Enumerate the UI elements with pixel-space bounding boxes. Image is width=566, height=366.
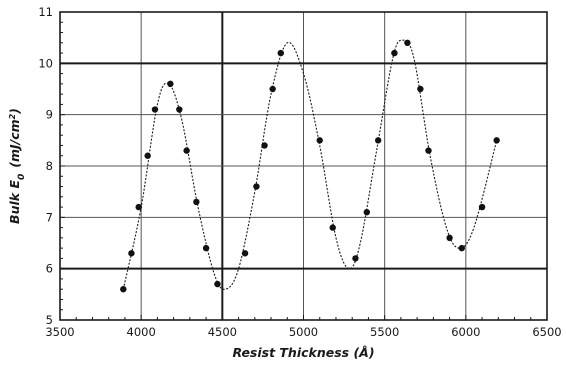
x-tick-label: 4500: [208, 325, 237, 339]
data-point: [167, 80, 174, 88]
y-axis-title: Bulk E0 (mJ/cm2): [7, 108, 27, 224]
axis-ticks: [59, 11, 548, 321]
data-point: [425, 147, 432, 154]
data-point: [316, 137, 323, 144]
data-point: [241, 250, 249, 257]
data-point: [329, 224, 336, 231]
y-tick-labels: 5 6 7 8 9 10 11: [38, 5, 53, 327]
data-point: [363, 209, 371, 216]
data-point: [214, 280, 221, 288]
data-point: [128, 250, 135, 257]
y-tick-label: 9: [46, 108, 53, 122]
data-point: [493, 137, 500, 144]
data-point: [202, 244, 210, 252]
data-point: [120, 286, 127, 293]
x-tick-label: 5500: [370, 325, 399, 339]
data-point: [269, 85, 276, 93]
data-point: [135, 203, 142, 211]
data-point: [478, 203, 486, 211]
data-point: [446, 234, 453, 242]
data-point: [352, 255, 359, 262]
fit-curve-layer: [122, 39, 498, 290]
y-tick-label: 8: [46, 159, 53, 173]
data-points: [120, 39, 500, 293]
data-point: [458, 244, 465, 252]
y-axis-title-unit-close: ): [7, 108, 22, 115]
data-point: [144, 152, 151, 159]
x-tick-label: 6500: [532, 325, 561, 339]
data-point: [176, 106, 183, 113]
data-point: [277, 49, 284, 57]
y-tick-label: 10: [38, 56, 53, 70]
fit-curve: [122, 39, 498, 290]
data-point: [193, 198, 200, 206]
y-axis-title-main: Bulk E: [7, 180, 22, 224]
grid-lines: [60, 12, 547, 320]
data-point: [151, 106, 159, 113]
x-tick-label: 6000: [451, 325, 480, 339]
x-tick-label: 4000: [127, 325, 156, 339]
x-tick-labels: 3500 4000 4500 5000 5500 6000 6500: [45, 325, 561, 339]
data-point: [417, 85, 424, 93]
data-point: [404, 39, 411, 46]
y-tick-label: 5: [46, 313, 53, 327]
data-point: [391, 49, 398, 57]
x-axis-title: Resist Thickness (Å): [232, 345, 374, 360]
data-point: [374, 137, 382, 144]
data-point: [261, 142, 268, 149]
y-axis-title-unit-superscript: 2: [8, 113, 17, 119]
y-tick-label: 7: [46, 210, 53, 224]
data-point: [253, 183, 260, 190]
y-tick-label: 6: [46, 262, 53, 276]
x-tick-label: 3500: [45, 325, 74, 339]
y-axis-title-unit: (mJ/cm: [7, 119, 22, 167]
x-tick-label: 5000: [289, 325, 318, 339]
y-axis-title-subscript: 0: [17, 174, 27, 180]
data-point: [183, 147, 190, 154]
y-tick-label: 11: [38, 5, 53, 19]
